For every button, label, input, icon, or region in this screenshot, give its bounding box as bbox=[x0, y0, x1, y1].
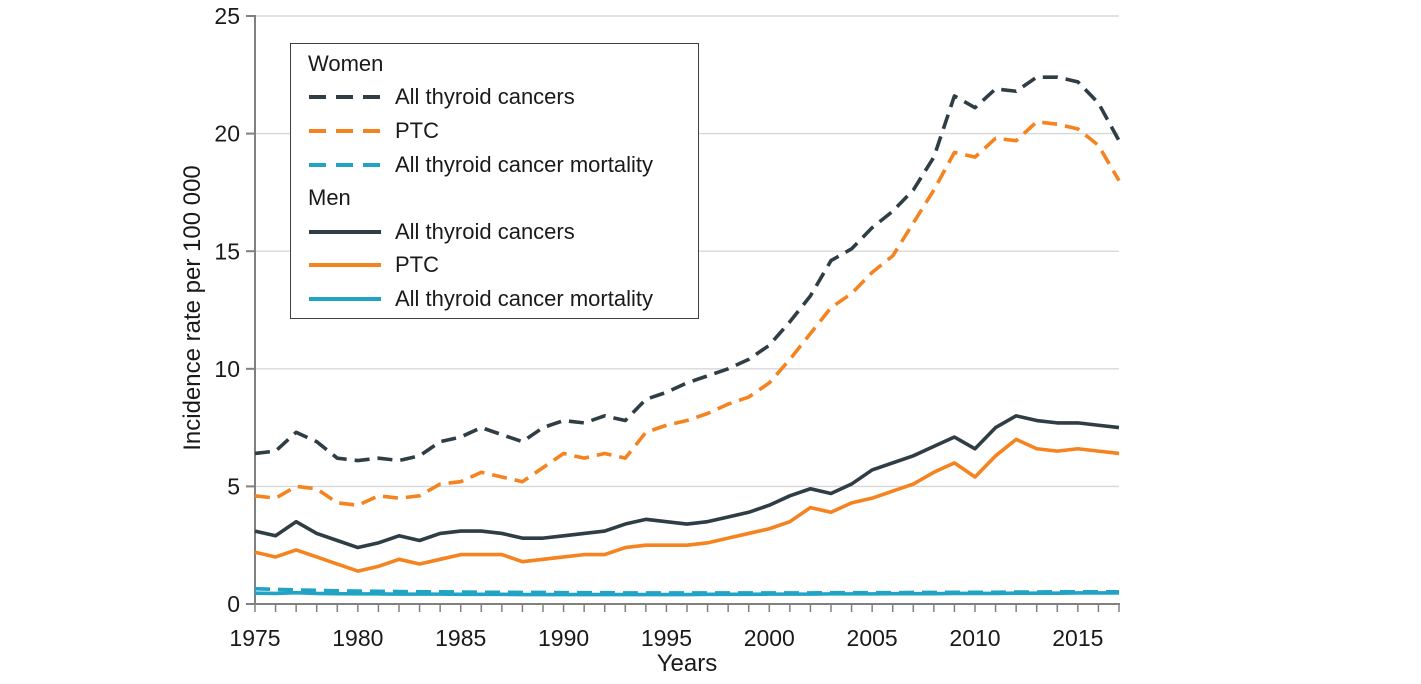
series-line-men-mortality bbox=[254, 590, 1119, 597]
y-tick-label-5: 5 bbox=[227, 473, 240, 499]
series-line-women-ptc bbox=[254, 120, 1121, 508]
x-axis-title: Years bbox=[656, 650, 718, 677]
y-tick-label-20: 20 bbox=[214, 121, 240, 147]
solid-orange-line-sample-icon bbox=[309, 263, 381, 268]
legend-item-men-ptc: PTC bbox=[308, 249, 698, 283]
legend-item-label: All thyroid cancers bbox=[395, 84, 575, 110]
legend-item-women-mortality: All thyroid cancer mortality bbox=[308, 148, 698, 182]
y-tick-label-10: 10 bbox=[214, 356, 240, 382]
y-tick-label-25: 25 bbox=[214, 3, 240, 29]
x-tick-label-2015: 2015 bbox=[1052, 625, 1103, 651]
legend-item-label: All thyroid cancers bbox=[395, 218, 575, 244]
x-tick-label-1980: 1980 bbox=[332, 625, 383, 651]
x-tick-label-1985: 1985 bbox=[435, 625, 486, 651]
legend-item-label: All thyroid cancer mortality bbox=[395, 285, 653, 311]
x-tick-label-2005: 2005 bbox=[847, 625, 898, 651]
x-tick-label-2000: 2000 bbox=[744, 625, 795, 651]
legend-item-men-all: All thyroid cancers bbox=[308, 215, 698, 249]
legend-item-label: PTC bbox=[395, 117, 439, 143]
legend-item-label: All thyroid cancer mortality bbox=[395, 151, 653, 177]
x-tick-label-1990: 1990 bbox=[538, 625, 589, 651]
legend-item-men-mortality: All thyroid cancer mortality bbox=[308, 282, 698, 316]
x-tick-label-1975: 1975 bbox=[229, 625, 280, 651]
legend-group-men: Men bbox=[308, 185, 351, 211]
legend-item-label: PTC bbox=[395, 252, 439, 278]
series-line-men-all-thyroid-cancers bbox=[254, 414, 1120, 550]
solid-dark-line-sample-icon bbox=[309, 229, 381, 234]
dashed-teal-line-sample-icon bbox=[309, 162, 381, 167]
solid-teal-line-sample-icon bbox=[309, 296, 381, 301]
y-tick-label-0: 0 bbox=[227, 591, 240, 617]
series-line-women-all-thyroid-cancers bbox=[254, 75, 1121, 463]
legend-item-women-all: All thyroid cancers bbox=[308, 81, 698, 115]
x-tick-label-2010: 2010 bbox=[949, 625, 1000, 651]
legend-item-women-ptc: PTC bbox=[308, 114, 698, 148]
y-tick-label-15: 15 bbox=[214, 238, 240, 264]
legend-group-women: Women bbox=[308, 50, 384, 76]
dashed-dark-line-sample-icon bbox=[309, 95, 381, 100]
x-tick-label-1995: 1995 bbox=[641, 625, 692, 651]
dashed-orange-line-sample-icon bbox=[309, 128, 381, 133]
y-axis-title: Incidence rate per 100 000 bbox=[179, 165, 206, 451]
series-line-men-ptc bbox=[254, 437, 1120, 573]
legend-box: Women All thyroid cancers PTC All thyroi… bbox=[290, 43, 699, 319]
